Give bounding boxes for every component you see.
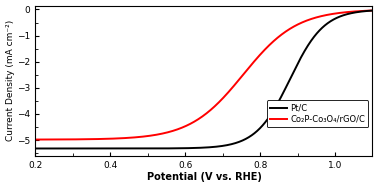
Co₂P-Co₃O₄/rGO/C [370,9,375,12]
Co₂P-Co₃O₄/rGO/C [181,126,186,128]
Co₂P-Co₃O₄/rGO/C [68,138,72,141]
Co₂P-Co₃O₄/rGO/C [296,23,301,25]
Pt/C [370,9,375,12]
Legend: Pt/C, Co₂P-Co₃O₄/rGO/C: Pt/C, Co₂P-Co₃O₄/rGO/C [267,100,368,127]
Co₂P-Co₃O₄/rGO/C [169,130,174,132]
Y-axis label: Current Density (mA cm⁻²): Current Density (mA cm⁻²) [6,20,15,141]
Line: Co₂P-Co₃O₄/rGO/C: Co₂P-Co₃O₄/rGO/C [36,11,372,139]
Pt/C [33,147,38,150]
Pt/C [68,147,72,150]
Co₂P-Co₃O₄/rGO/C [265,46,269,49]
Line: Pt/C: Pt/C [36,11,372,149]
Pt/C [265,119,269,121]
Pt/C [169,147,174,149]
Pt/C [302,50,307,53]
Co₂P-Co₃O₄/rGO/C [33,138,38,141]
Pt/C [181,147,186,149]
X-axis label: Potential (V vs. RHE): Potential (V vs. RHE) [147,172,261,182]
Pt/C [296,61,301,64]
Co₂P-Co₃O₄/rGO/C [302,20,307,23]
